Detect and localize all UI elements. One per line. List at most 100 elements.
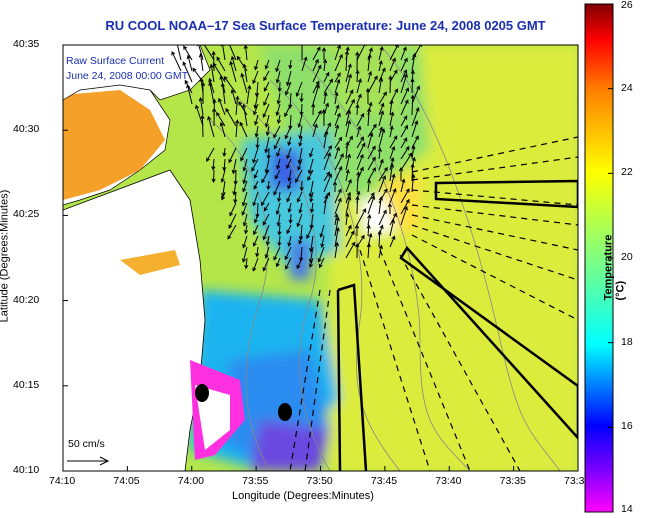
current-vector [277,224,282,236]
current-vector [242,63,248,83]
current-vector [212,107,217,127]
current-vector [389,111,395,127]
current-vector [323,152,331,171]
current-vector [297,114,303,129]
scale-arrow [67,456,110,466]
current-vector [252,257,259,272]
current-vector [233,191,238,204]
current-vector [254,125,259,138]
current-vector [334,213,339,226]
current-vector [252,191,259,207]
current-vector [400,178,406,193]
current-vector [378,77,384,94]
current-vector [389,156,395,171]
current-vector [389,218,396,237]
current-vector [389,69,398,83]
current-vector [297,158,303,171]
current-vector [355,69,360,83]
current-vector [288,59,293,70]
current-vector [266,147,271,160]
current-vector [171,50,182,72]
current-vector [195,104,204,127]
current-vector [241,103,248,127]
y-tick-label: 40:25 [13,208,40,221]
current-vector [388,75,393,94]
current-vector [334,197,342,215]
current-vector [378,175,386,193]
current-vector [301,56,308,72]
current-vector [378,166,388,182]
colorbar-tick-label: 14 [621,503,633,515]
current-vector [298,136,303,147]
current-vector [334,136,343,149]
current-vector [334,241,339,259]
current-vector [345,63,352,83]
current-vector [334,53,343,72]
current-vector [295,81,303,97]
current-vector [286,158,292,170]
current-vector [253,224,259,236]
current-vector [275,59,281,73]
current-vector [284,103,292,118]
current-vector [276,158,281,170]
current-vector [262,103,270,119]
x-axis-label: Longitude (Degrees:Minutes) [232,490,374,502]
current-vector [229,202,237,217]
current-vector [299,180,304,192]
current-vector [400,87,409,105]
current-vector [301,45,303,61]
current-vector [299,92,304,103]
current-vector [232,180,237,196]
current-vector [312,64,322,83]
current-vector [356,142,366,160]
current-vector [400,152,413,171]
current-vector [356,93,362,105]
current-vector [287,180,292,190]
current-vector [319,224,325,238]
x-tick-label: 73:45 [370,475,398,487]
current-vector [200,114,205,138]
current-vector [309,147,314,158]
current-vector [265,125,270,137]
current-vector [367,192,375,204]
current-vector [244,257,249,270]
current-vector [345,73,352,94]
current-vector [285,81,292,96]
current-vector [356,136,364,149]
current-vector [389,173,396,193]
current-vector [276,114,282,125]
current-vector [389,212,397,226]
current-vector [284,125,292,140]
current-vector [345,191,351,204]
current-vector [229,45,237,61]
current-vector [231,158,237,175]
current-vector [410,163,415,182]
current-vector [261,169,270,184]
current-vector [255,246,260,258]
x-tick-label: 73:35 [499,475,526,487]
current-vector [378,128,386,149]
current-vector [276,213,281,227]
current-vector [238,101,248,116]
current-vector [225,107,237,127]
current-vector [312,109,322,127]
current-vector [288,213,293,225]
current-vector [345,224,352,237]
current-vector [355,195,360,215]
current-vector [400,137,408,149]
current-vector [334,188,342,204]
current-vector [287,202,292,214]
current-vector [206,147,215,163]
current-vector [344,50,350,72]
current-vector [277,81,282,93]
current-vector [378,126,384,138]
y-tick-label: 40:15 [13,378,40,391]
current-vector [354,224,360,237]
current-vector [411,45,423,61]
current-vector [218,97,226,116]
current-vector [389,99,394,116]
current-vector [275,202,281,216]
current-vector [367,132,374,149]
current-vector [241,246,248,263]
current-vector [378,209,387,226]
